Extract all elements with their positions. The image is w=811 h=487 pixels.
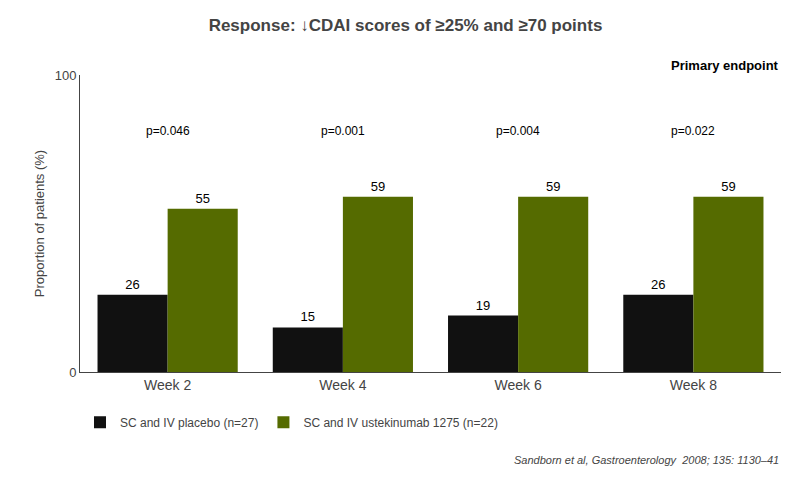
svg-text:26: 26 — [125, 277, 139, 292]
svg-text:SC and IV placebo (n=27): SC and IV placebo (n=27) — [120, 416, 258, 430]
svg-text:59: 59 — [371, 179, 385, 194]
svg-text:Response: ↓CDAI scores of ≥25%: Response: ↓CDAI scores of ≥25% and ≥70 p… — [209, 16, 603, 35]
svg-text:SC and IV ustekinumab 1275 (n=: SC and IV ustekinumab 1275 (n=22) — [303, 416, 497, 430]
svg-text:Sandborn et al, Gastroenterolo: Sandborn et al, Gastroenterology 2008; 1… — [514, 454, 779, 466]
svg-text:p=0.004: p=0.004 — [496, 124, 540, 138]
svg-text:Proportion of patients (%): Proportion of patients (%) — [32, 150, 47, 297]
svg-text:26: 26 — [651, 277, 665, 292]
svg-text:Week 8: Week 8 — [670, 377, 717, 393]
svg-text:Primary endpoint: Primary endpoint — [671, 58, 779, 73]
svg-text:0: 0 — [69, 365, 76, 380]
svg-text:55: 55 — [195, 191, 209, 206]
svg-text:100: 100 — [55, 68, 77, 83]
svg-text:p=0.001: p=0.001 — [321, 124, 365, 138]
svg-text:Week 4: Week 4 — [319, 377, 366, 393]
svg-text:59: 59 — [721, 179, 735, 194]
svg-text:19: 19 — [476, 298, 490, 313]
svg-text:59: 59 — [546, 179, 560, 194]
svg-text:Week 2: Week 2 — [144, 377, 191, 393]
svg-text:p=0.022: p=0.022 — [671, 124, 715, 138]
svg-text:15: 15 — [301, 309, 315, 324]
svg-text:Week 6: Week 6 — [495, 377, 542, 393]
svg-text:p=0.046: p=0.046 — [146, 124, 190, 138]
